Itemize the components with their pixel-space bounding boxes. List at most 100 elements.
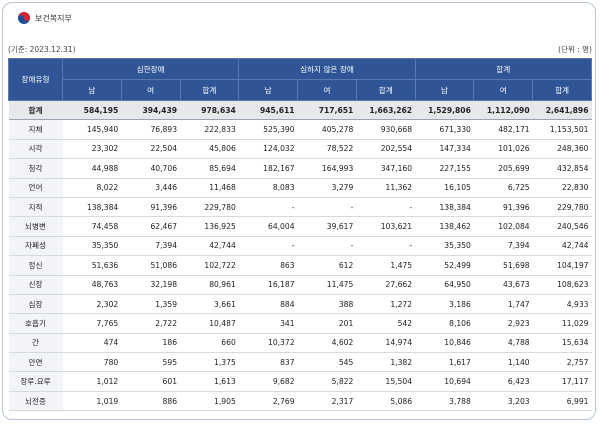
logo-mark [18,12,30,24]
cell: 542 [356,313,416,334]
sub-header: 남 [238,79,299,101]
cell: 945,611 [238,100,298,121]
cell: 3,203 [473,391,533,412]
group-header: 합계 [414,58,593,80]
cell: 660 [180,333,239,354]
cell: 10,694 [415,371,474,392]
cell: 1,140 [473,352,533,373]
cell: 545 [297,352,357,373]
cell: 584,195 [62,100,122,121]
cell: 138,384 [62,197,122,218]
cell: 240,546 [532,216,592,237]
cell: 1,019 [62,391,122,412]
cell: 1,272 [356,294,416,315]
cell: - [238,236,298,257]
row: 지적 138,384 91,396 229,780- - -138,384 91,396 22… [8,197,592,218]
cell: 15,504 [356,371,416,392]
cell: 1,529,806 [415,100,474,121]
cell: 7,765 [62,313,122,334]
cell: 51,636 [62,255,122,276]
cell: 103,621 [356,216,416,237]
cell: 138,462 [415,216,474,237]
cell: 671,330 [415,119,474,140]
cell: 16,105 [415,178,474,198]
cell: 3,279 [297,178,357,198]
cell: 1,375 [180,352,239,373]
cell: 1,905 [180,391,239,412]
row-label: 안면 [8,352,63,373]
cell: 10,372 [238,333,298,354]
cell: 48,763 [62,275,122,295]
base-date: (기준: 2023.12.31) [8,45,76,54]
cell: 22,504 [121,139,181,160]
row: 정신 51,636 51,086 102,722 863 612 1,475 52,499 51… [8,255,592,276]
cell: 44,988 [62,158,122,179]
cell: 3,788 [415,391,474,412]
cell: 102,084 [473,216,533,237]
unit: (단위 : 명) [558,45,592,54]
cell: 2,757 [532,352,592,373]
cell: 886 [121,391,181,412]
cell: 2,769 [238,391,298,412]
cell: 11,475 [297,275,357,295]
cell: 205,699 [473,158,533,179]
cell: 3,446 [121,178,181,198]
cell: 11,468 [180,178,239,198]
cell: 227,155 [415,158,474,179]
cell: 8,022 [62,178,122,198]
cell: 32,198 [121,275,181,295]
row-label: 합계 [8,100,63,121]
cell: 39,617 [297,216,357,237]
cell: 27,662 [356,275,416,295]
cell: 15,634 [532,333,592,354]
cell: 6,991 [532,391,592,412]
cell: 45,806 [180,139,239,160]
cell: 6,725 [473,178,533,198]
sub-header: 여 [297,79,357,101]
row-label: 지적 [8,197,63,218]
cell: 1,747 [473,294,533,315]
cell: 51,698 [473,255,533,276]
cell: 42,744 [532,236,592,257]
cell: 9,682 [238,371,298,392]
cell: 5,086 [356,391,416,412]
cell: 780 [62,352,122,373]
cell: 104,197 [532,255,592,276]
cell: 11,362 [356,178,416,198]
cell: 138,384 [415,197,474,218]
cell: 22,830 [532,178,592,198]
cell: 85,694 [180,158,239,179]
cell: 182,167 [238,158,298,179]
cell: 35,350 [62,236,122,257]
cell: 78,522 [297,139,357,160]
row: 지체 145,940 76,893 222,833 525,390 405,278 930,… [8,119,592,140]
row: 심장 2,302 1,359 3,661 884 388 1,272 3,186 1,747 4,… [8,294,592,315]
sub-header: 여 [473,79,534,101]
cell: 11,029 [532,313,592,334]
row-label: 신장 [8,275,63,295]
cell: 394,439 [121,100,181,121]
cell: 884 [238,294,298,315]
cell: 101,026 [473,139,533,160]
corner-header: 장애유형 [8,58,63,101]
row: 장루.요루 1,012 601 1,613 9,682 5,822 15,504 10,694… [8,371,592,392]
cell: - [297,236,357,257]
cell: 2,302 [62,294,122,315]
logo: 보건복지부 [17,9,72,27]
cell: 64,004 [238,216,298,237]
row-label: 지체 [8,119,63,140]
row-label: 뇌병변 [8,216,63,237]
row-label: 간 [8,333,63,354]
row: 신장 48,763 32,198 80,961 16,187 11,475 27,662 64… [8,275,592,295]
cell: 347,160 [356,158,416,179]
cell: 51,086 [121,255,181,276]
cell: 14,974 [356,333,416,354]
cell: 136,925 [180,216,239,237]
cell: 202,554 [356,139,416,160]
cell: 3,661 [180,294,239,315]
cell: - [238,197,298,218]
cell: 222,833 [180,119,239,140]
cell: 1,153,501 [532,119,592,140]
cell: 837 [238,352,298,373]
